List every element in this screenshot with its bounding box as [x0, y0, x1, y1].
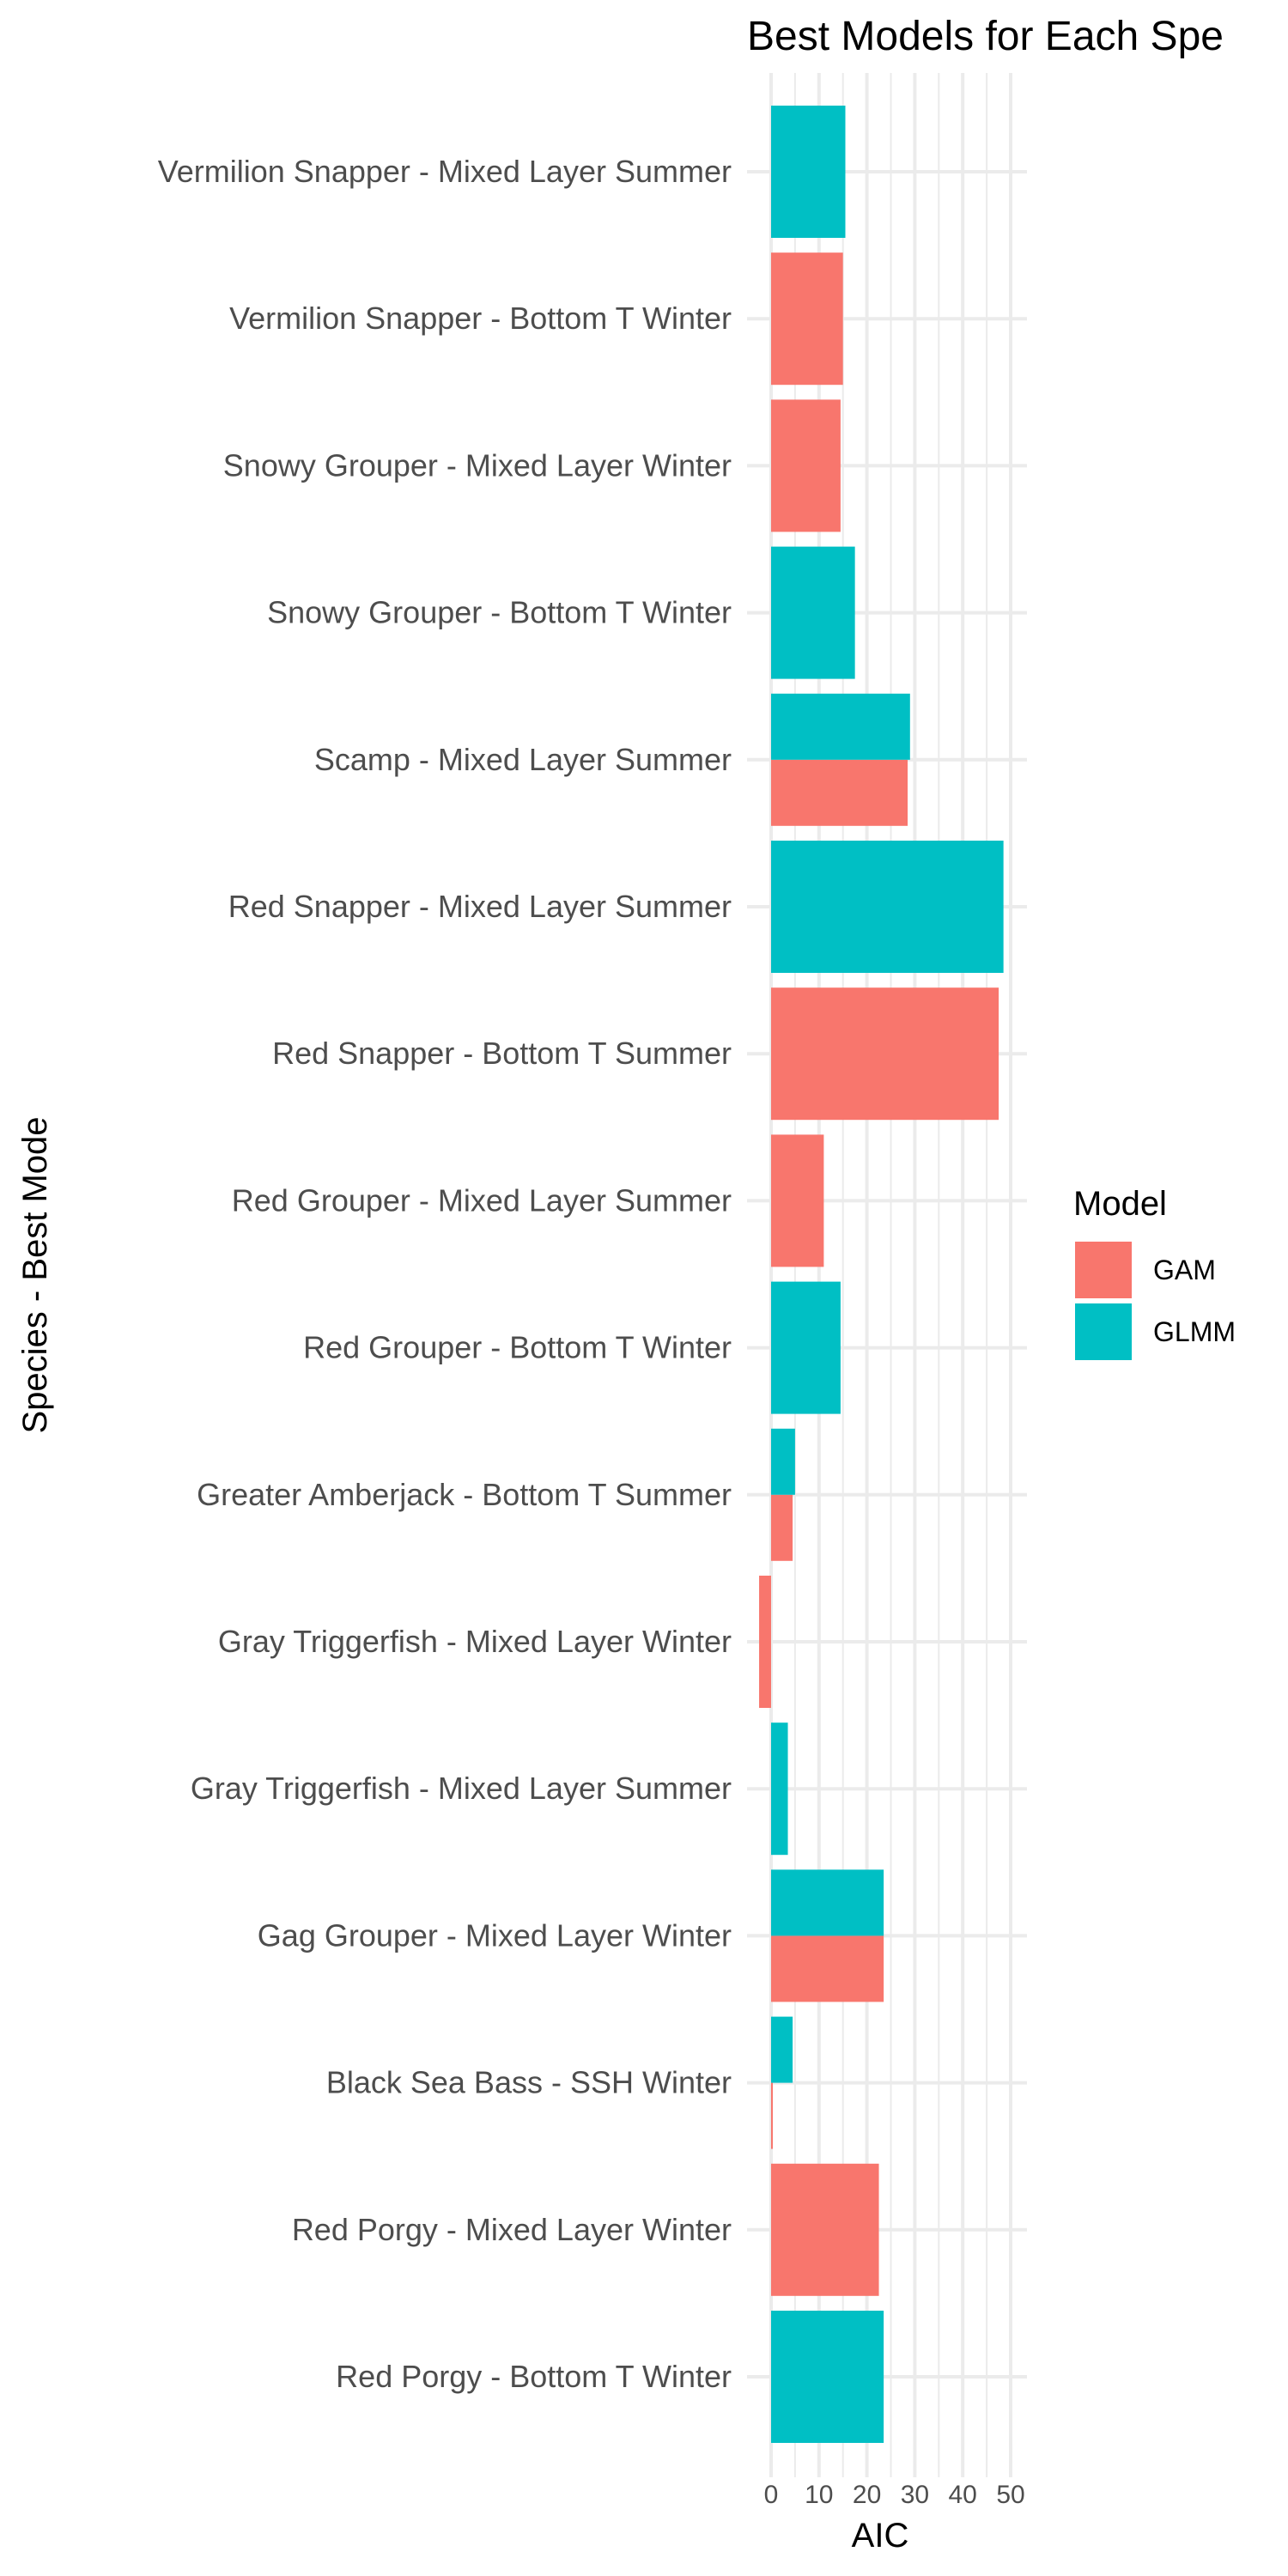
x-tick-label: 50	[996, 2481, 1024, 2509]
category-label: Gray Triggerfish - Mixed Layer Summer	[191, 1771, 732, 1806]
legend-title: Model	[1073, 1185, 1167, 1223]
bar-gam	[771, 1134, 824, 1267]
category-label: Red Grouper - Mixed Layer Summer	[232, 1182, 732, 1218]
category-label: Vermilion Snapper - Bottom T Winter	[229, 301, 732, 336]
x-tick-label: 0	[764, 2481, 779, 2509]
bar-gam	[771, 399, 841, 532]
legend-label-glmm: GLMM	[1153, 1316, 1236, 1347]
bar-glmm	[771, 841, 1004, 973]
bar-glmm	[771, 2311, 884, 2443]
x-tick-label: 20	[853, 2481, 881, 2509]
bar-glmm	[771, 1281, 841, 1414]
category-label: Red Porgy - Bottom T Winter	[336, 2359, 732, 2394]
x-tick-label: 40	[949, 2481, 977, 2509]
category-label: Vermilion Snapper - Mixed Layer Summer	[158, 154, 732, 189]
category-label: Black Sea Bass - SSH Winter	[326, 2065, 732, 2100]
bar-gam	[759, 1576, 771, 1708]
category-label: Greater Amberjack - Bottom T Summer	[197, 1477, 732, 1512]
bar-gam	[771, 2163, 879, 2296]
chart-title: Best Models for Each Spe	[747, 14, 1224, 59]
legend: Model GAM GLMM	[1073, 1185, 1236, 1360]
category-label: Snowy Grouper - Mixed Layer Winter	[223, 447, 732, 483]
bar-gam	[771, 2082, 773, 2149]
bar-glmm	[771, 693, 910, 760]
x-tick-labels: 0 10 20 30 40 50	[764, 2481, 1025, 2509]
bars-layer	[759, 106, 1004, 2443]
legend-key-gam	[1075, 1242, 1132, 1298]
bar-glmm	[771, 1869, 884, 1936]
category-label: Snowy Grouper - Bottom T Winter	[267, 595, 732, 630]
category-label: Gray Triggerfish - Mixed Layer Winter	[218, 1624, 732, 1659]
category-label: Red Snapper - Bottom T Summer	[272, 1036, 732, 1071]
category-label: Gag Grouper - Mixed Layer Winter	[258, 1917, 732, 1953]
category-labels: Vermilion Snapper - Mixed Layer Summer Ve…	[158, 154, 732, 2394]
legend-label-gam: GAM	[1153, 1255, 1216, 1285]
bar-gam	[771, 987, 999, 1121]
x-tick-label: 10	[805, 2481, 833, 2509]
y-axis-title: Species - Best Mode	[16, 1116, 54, 1433]
legend-items: GAM GLMM	[1075, 1242, 1236, 1360]
bar-glmm	[771, 106, 846, 238]
bar-glmm	[771, 1722, 788, 1856]
category-label: Scamp - Mixed Layer Summer	[314, 742, 732, 777]
bar-glmm	[771, 2016, 793, 2083]
legend-key-glmm	[1075, 1303, 1132, 1360]
bar-gam	[771, 759, 908, 826]
bar-gam	[771, 1935, 884, 2002]
x-tick-label: 30	[901, 2481, 929, 2509]
category-label: Red Porgy - Mixed Layer Winter	[292, 2212, 732, 2247]
bar-gam	[771, 1494, 793, 1561]
x-axis-title: AIC	[852, 2517, 909, 2555]
category-label: Red Grouper - Bottom T Winter	[303, 1330, 732, 1365]
category-label: Red Snapper - Mixed Layer Summer	[228, 889, 732, 924]
bar-glmm	[771, 1428, 795, 1495]
bar-gam	[771, 252, 843, 386]
bar-glmm	[771, 546, 855, 679]
